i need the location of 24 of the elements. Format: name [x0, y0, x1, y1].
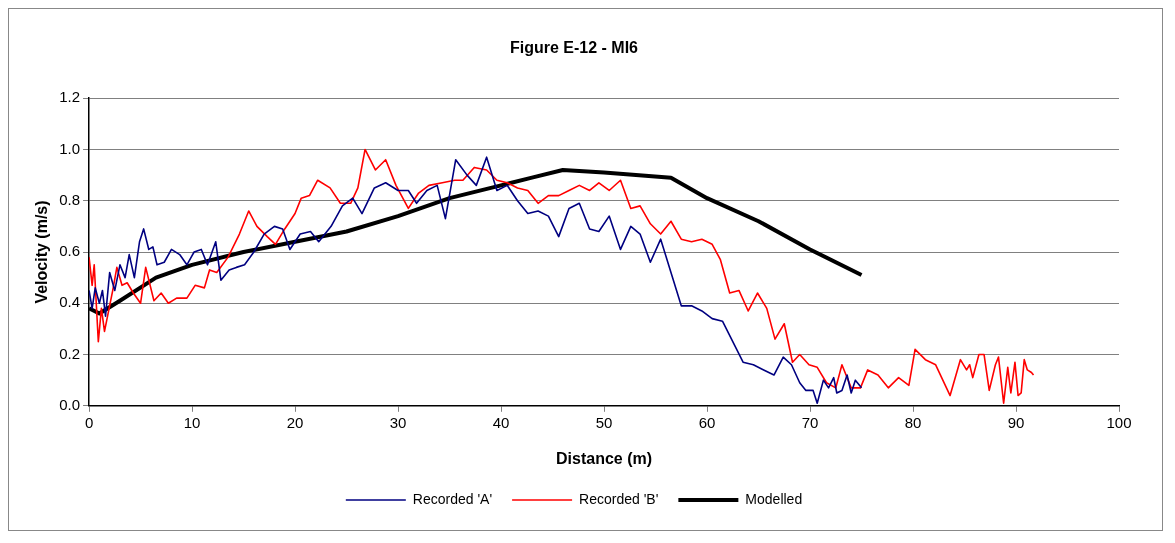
y-tick-label: 0.0 — [59, 395, 81, 413]
y-tick-label: 1.2 — [59, 88, 81, 106]
x-tick-label: 90 — [1007, 413, 1025, 431]
x-tick-label: 10 — [183, 413, 201, 431]
x-tick-label: 30 — [389, 413, 407, 431]
y-tick-label: 0.8 — [59, 190, 81, 208]
x-tick-label: 40 — [492, 413, 510, 431]
y-tick-label: 0.2 — [59, 344, 81, 362]
x-tick-label: 100 — [1106, 413, 1132, 431]
y-tick-label: 1.0 — [59, 139, 81, 157]
x-tick-label: 70 — [801, 413, 819, 431]
x-tick-label: 50 — [595, 413, 613, 431]
legend-label: Modelled — [745, 490, 803, 507]
x-tick-label: 80 — [904, 413, 922, 431]
y-axis-title: Velocity (m/s) — [33, 200, 51, 304]
legend-label: Recorded 'B' — [579, 490, 659, 507]
x-axis-title: Distance (m) — [556, 449, 653, 467]
y-tick-label: 0.4 — [59, 293, 81, 311]
x-tick-label: 20 — [286, 413, 304, 431]
legend-label: Recorded 'A' — [412, 490, 493, 507]
y-tick-label: 0.6 — [59, 242, 81, 260]
x-tick-label: 0 — [84, 413, 94, 431]
chart-title: Figure E-12 - MI6 — [509, 39, 639, 57]
x-tick-label: 60 — [698, 413, 716, 431]
